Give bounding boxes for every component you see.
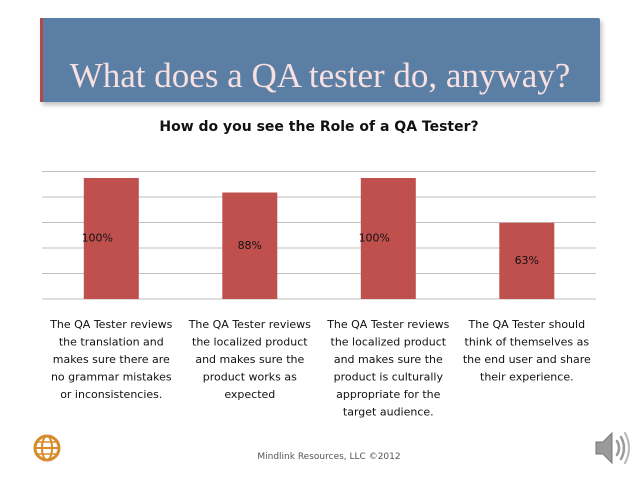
footer-copyright: Mindlink Resources, LLC ©2012 (257, 452, 401, 462)
category-label: The QA Tester reviews the translation and… (49, 318, 172, 401)
category-label: The QA Tester reviews the localized produ… (188, 318, 311, 401)
slide-title: What does a QA tester do, anyway? (69, 56, 571, 95)
data-label: 63% (515, 254, 539, 267)
slide-title-bar: What does a QA tester do, anyway? (40, 18, 600, 102)
category-label: The QA Tester should think of themselves … (463, 318, 591, 384)
bar (83, 178, 139, 299)
title-accent-stripe (40, 18, 43, 102)
bar (360, 178, 416, 299)
data-label: 88% (238, 239, 262, 252)
data-label: 100% (359, 232, 390, 245)
chart-title: How do you see the Role of a QA Tester? (159, 119, 479, 135)
globe-logo-icon (33, 434, 61, 462)
bar (222, 192, 278, 299)
data-label: 100% (82, 232, 113, 245)
speaker-icon[interactable] (593, 428, 631, 468)
bar (499, 222, 555, 299)
category-label: The QA Tester reviews the localized produ… (326, 318, 449, 419)
